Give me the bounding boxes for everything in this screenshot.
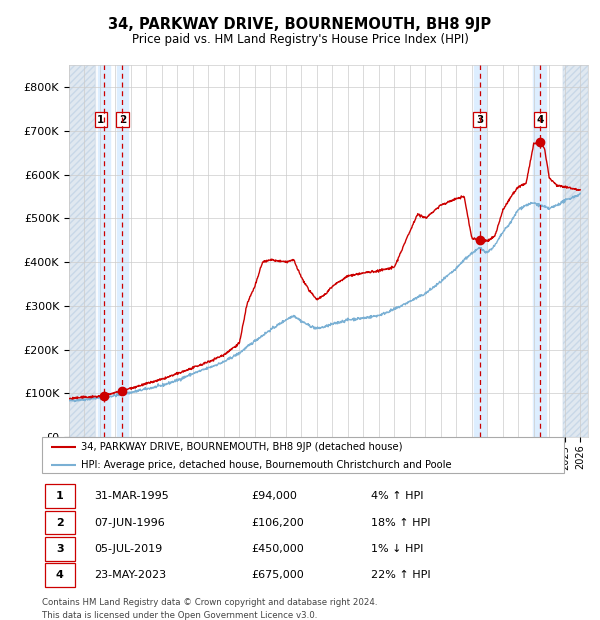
Bar: [474, 65, 486, 437]
Text: 22% ↑ HPI: 22% ↑ HPI: [371, 570, 430, 580]
Text: 31-MAR-1995: 31-MAR-1995: [94, 491, 169, 502]
Text: Contains HM Land Registry data © Crown copyright and database right 2024.
This d: Contains HM Land Registry data © Crown c…: [42, 598, 377, 620]
Text: 07-JUN-1996: 07-JUN-1996: [94, 518, 165, 528]
Text: 1% ↓ HPI: 1% ↓ HPI: [371, 544, 423, 554]
Text: 1: 1: [97, 115, 104, 125]
Bar: [44, 511, 75, 534]
Text: 1: 1: [56, 491, 64, 502]
Text: 23-MAY-2023: 23-MAY-2023: [94, 570, 166, 580]
Bar: [98, 65, 110, 437]
Bar: [117, 65, 128, 437]
Text: £106,200: £106,200: [251, 518, 304, 528]
Bar: [44, 484, 75, 508]
Text: 4: 4: [536, 115, 544, 125]
Text: 05-JUL-2019: 05-JUL-2019: [94, 544, 163, 554]
Text: 2: 2: [119, 115, 126, 125]
Text: Price paid vs. HM Land Registry's House Price Index (HPI): Price paid vs. HM Land Registry's House …: [131, 33, 469, 45]
Text: 4: 4: [56, 570, 64, 580]
Bar: [44, 563, 75, 587]
Bar: [69, 65, 95, 437]
Bar: [44, 537, 75, 560]
Text: 34, PARKWAY DRIVE, BOURNEMOUTH, BH8 9JP (detached house): 34, PARKWAY DRIVE, BOURNEMOUTH, BH8 9JP …: [81, 442, 403, 452]
Text: £450,000: £450,000: [251, 544, 304, 554]
Text: 3: 3: [56, 544, 64, 554]
Text: 3: 3: [476, 115, 484, 125]
Bar: [533, 65, 546, 437]
Bar: [563, 65, 588, 437]
Text: 4% ↑ HPI: 4% ↑ HPI: [371, 491, 424, 502]
Text: 34, PARKWAY DRIVE, BOURNEMOUTH, BH8 9JP: 34, PARKWAY DRIVE, BOURNEMOUTH, BH8 9JP: [109, 17, 491, 32]
Text: 18% ↑ HPI: 18% ↑ HPI: [371, 518, 430, 528]
Text: £675,000: £675,000: [251, 570, 304, 580]
Text: £94,000: £94,000: [251, 491, 296, 502]
Text: HPI: Average price, detached house, Bournemouth Christchurch and Poole: HPI: Average price, detached house, Bour…: [81, 460, 452, 470]
Text: 2: 2: [56, 518, 64, 528]
Bar: [563, 65, 588, 437]
Bar: [69, 65, 95, 437]
